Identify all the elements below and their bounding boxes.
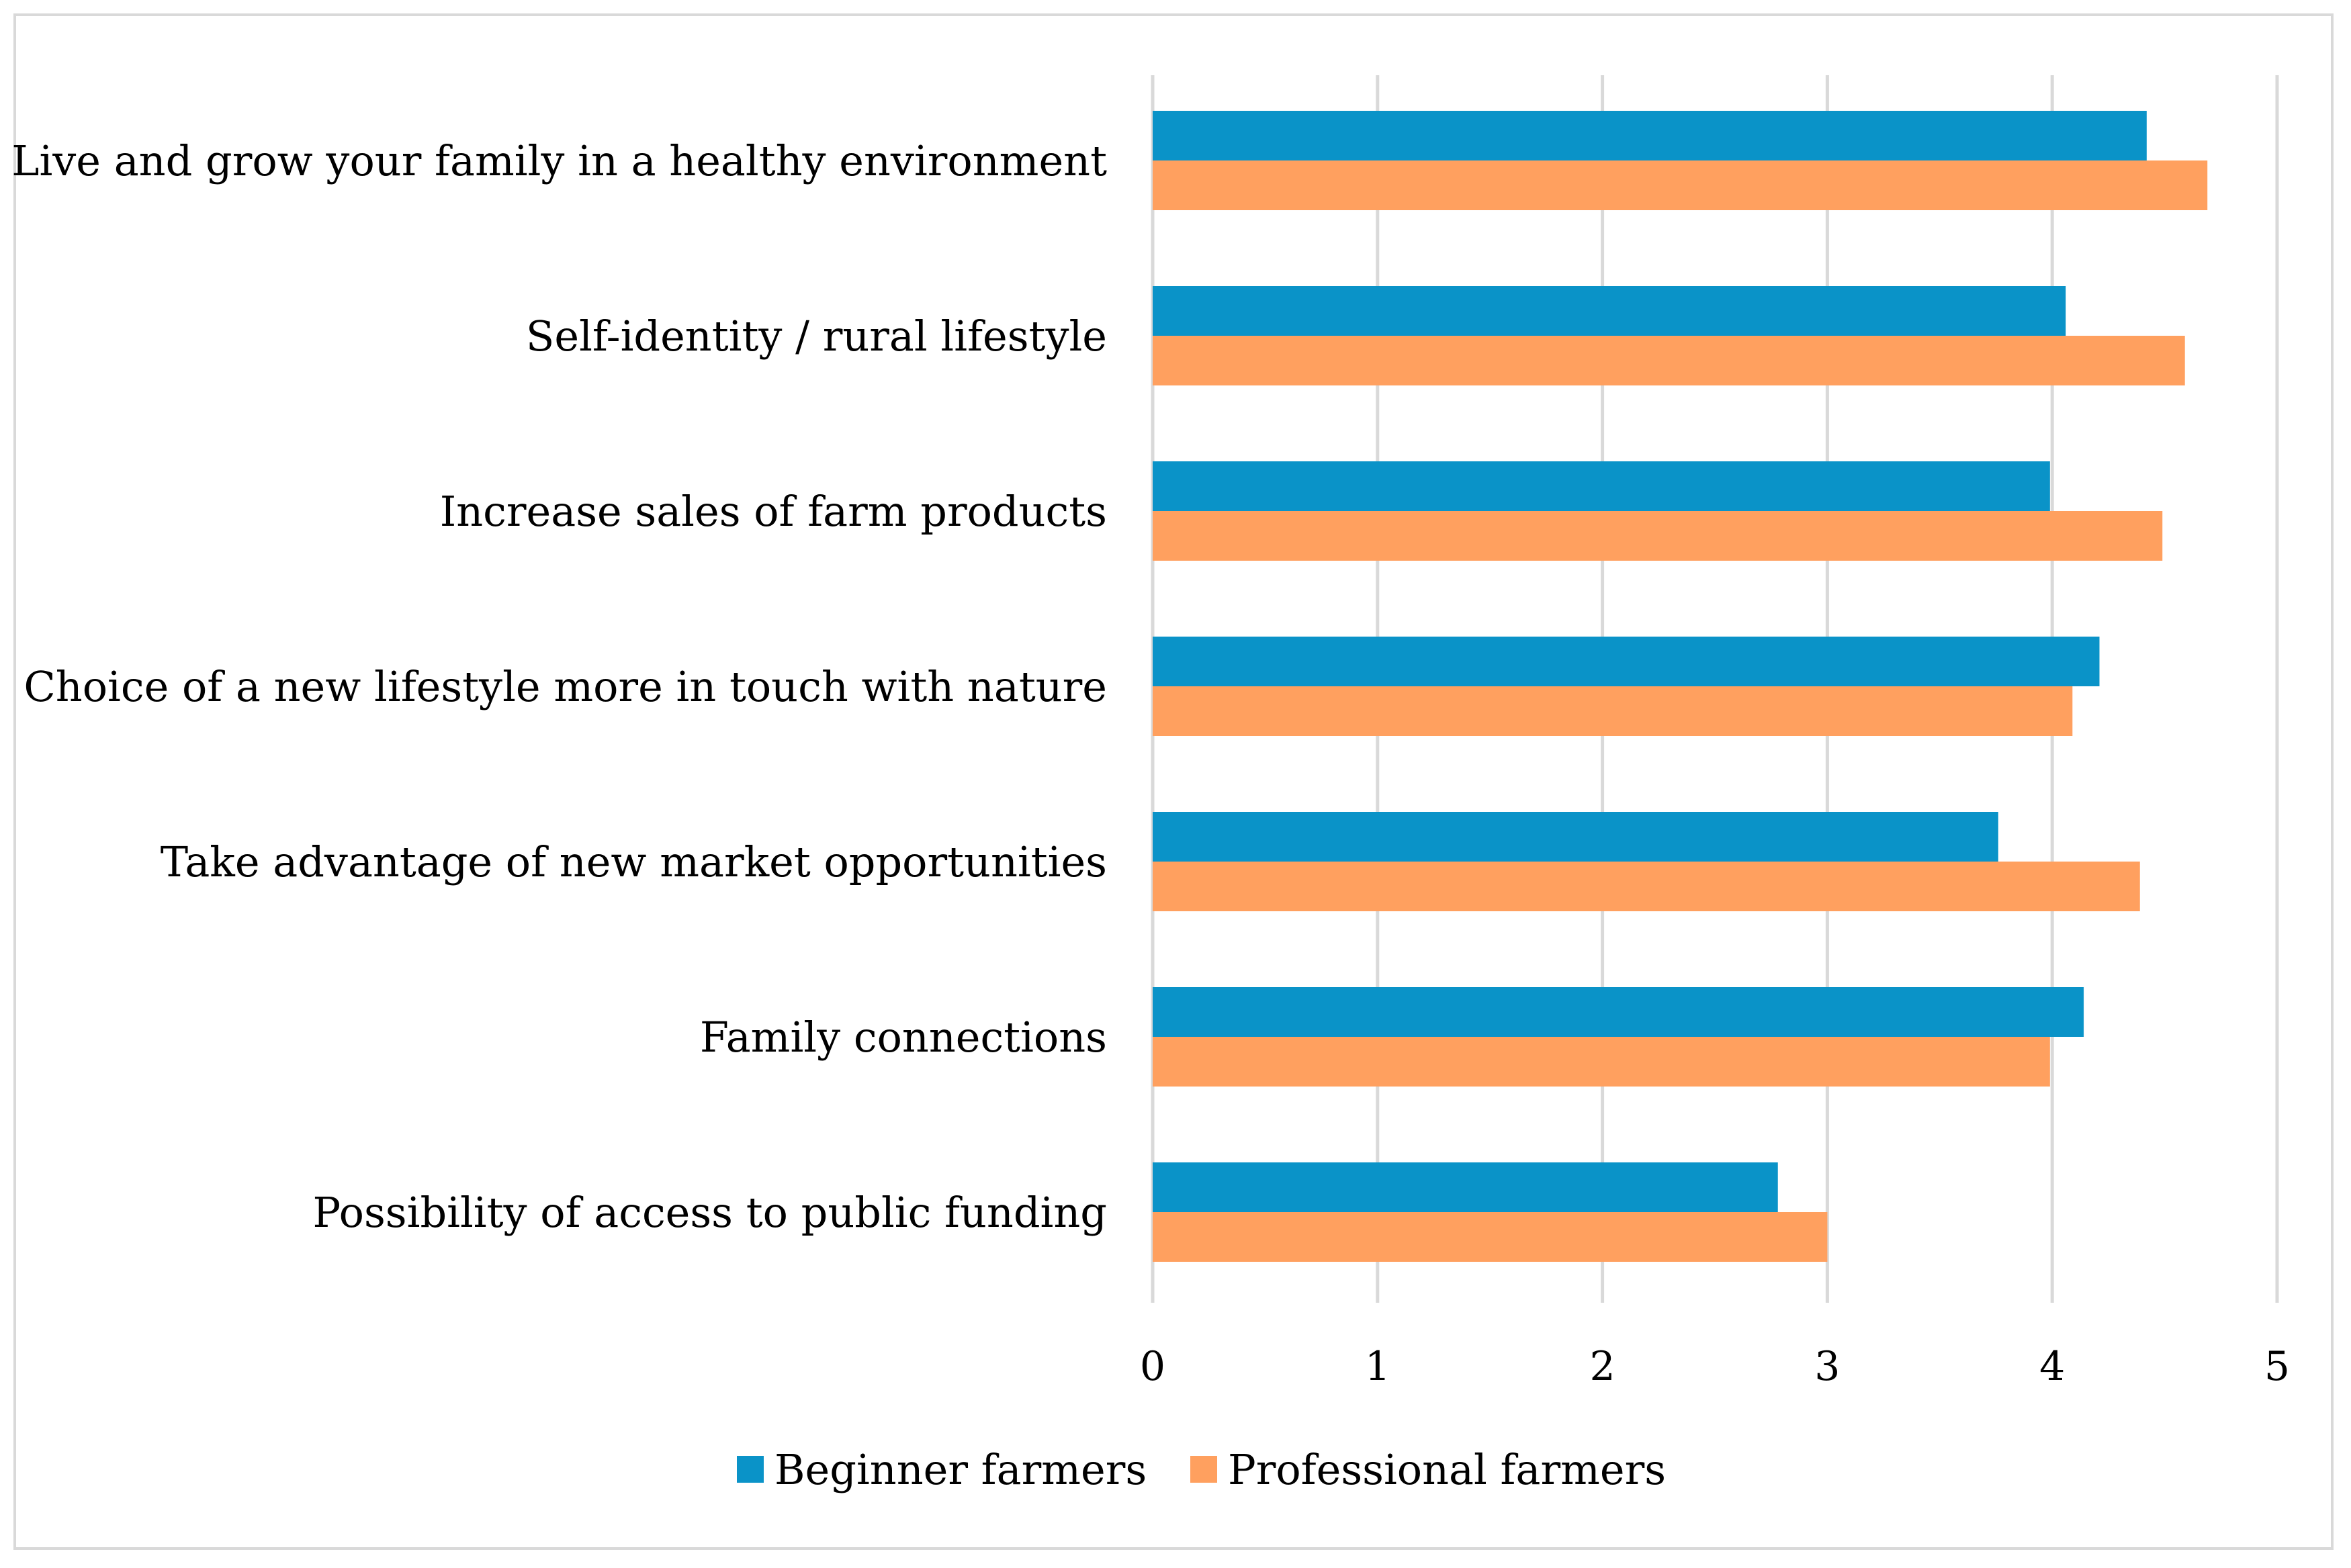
legend-label-professional: Professional farmers: [1228, 1445, 1666, 1494]
bar-professional-6: [1153, 1212, 1828, 1262]
bars: [1153, 111, 2208, 1262]
bar-beginner-0: [1153, 111, 2147, 160]
category-label: Family connections: [700, 1013, 1107, 1062]
x-tick-label: 1: [1365, 1343, 1390, 1390]
bar-beginner-6: [1153, 1162, 1778, 1212]
bar-beginner-3: [1153, 637, 2100, 686]
category-label: Live and grow your family in a healthy e…: [11, 136, 1107, 185]
x-tick-label: 4: [2039, 1343, 2065, 1390]
bar-professional-1: [1153, 336, 2185, 385]
legend-swatch-beginner: [737, 1456, 764, 1483]
chart-frame: [13, 13, 2334, 1550]
bar-beginner-1: [1153, 286, 2066, 336]
bar-professional-2: [1153, 511, 2163, 561]
legend-swatch-professional: [1190, 1456, 1217, 1483]
category-label: Possibility of access to public funding: [312, 1188, 1107, 1237]
x-tick-label: 0: [1140, 1343, 1165, 1390]
category-label: Choice of a new lifestyle more in touch …: [24, 662, 1107, 711]
category-labels: Live and grow your family in a healthy e…: [11, 136, 1107, 1237]
bar-professional-4: [1153, 862, 2140, 911]
category-label: Self-identity / rural lifestyle: [526, 312, 1107, 361]
x-tick-label: 5: [2264, 1343, 2290, 1390]
bar-beginner-2: [1153, 461, 2050, 511]
legend: Beginner farmers Professional farmers: [737, 1445, 1666, 1494]
category-label: Take advantage of new market opportuniti…: [161, 837, 1107, 886]
bar-professional-5: [1153, 1037, 2050, 1087]
category-label: Increase sales of farm products: [440, 487, 1107, 536]
bar-professional-0: [1153, 160, 2208, 210]
bar-professional-3: [1153, 686, 2073, 736]
x-tick-label: 3: [1814, 1343, 1840, 1390]
x-axis-ticks: 0 1 2 3 4 5: [1140, 1343, 2290, 1390]
legend-label-beginner: Beginner farmers: [774, 1445, 1147, 1494]
bar-beginner-5: [1153, 987, 2084, 1037]
x-tick-label: 2: [1590, 1343, 1615, 1390]
bar-beginner-4: [1153, 812, 1998, 862]
